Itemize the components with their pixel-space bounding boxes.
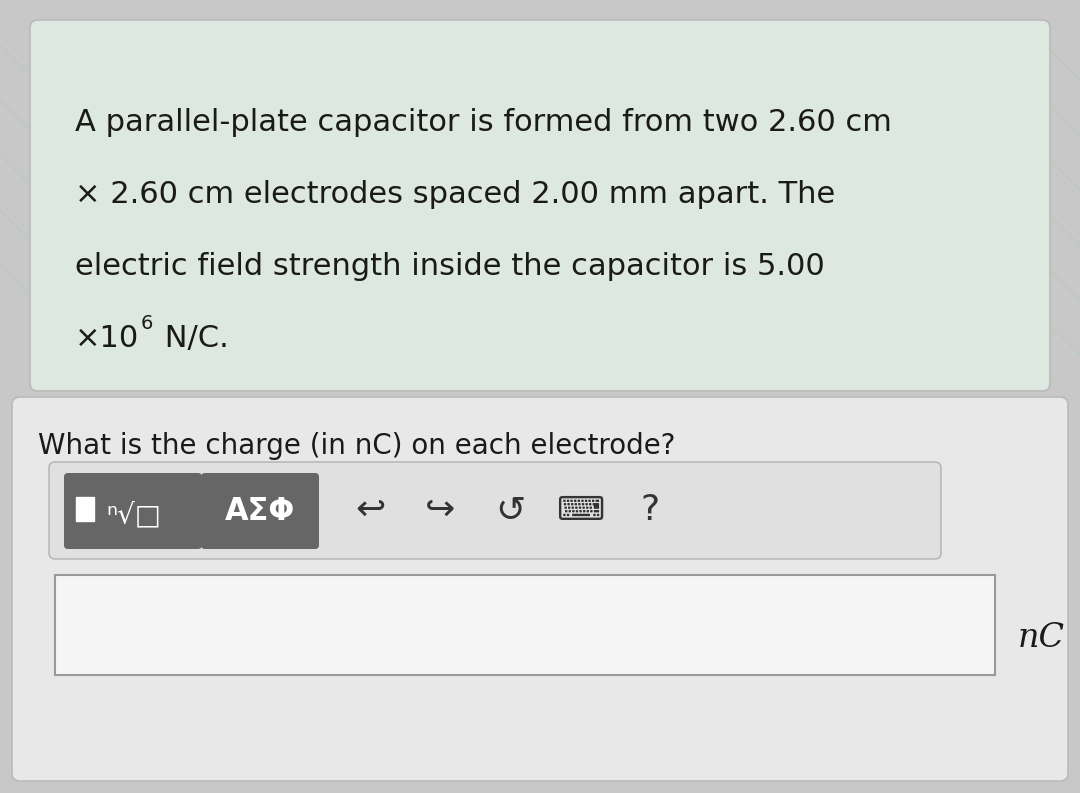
Bar <box>76 497 94 521</box>
Text: ⁿ√□: ⁿ√□ <box>106 501 161 529</box>
Text: nC: nC <box>1018 622 1065 654</box>
FancyBboxPatch shape <box>55 575 995 675</box>
Text: N/C.: N/C. <box>156 324 229 353</box>
Text: ×10: ×10 <box>75 324 139 353</box>
Text: ↺: ↺ <box>495 493 525 527</box>
FancyBboxPatch shape <box>201 473 319 549</box>
Text: What is the charge (in nC) on each electrode?: What is the charge (in nC) on each elect… <box>38 432 675 460</box>
Text: 6: 6 <box>141 314 153 333</box>
Text: electric field strength inside the capacitor is 5.00: electric field strength inside the capac… <box>75 252 825 281</box>
FancyBboxPatch shape <box>64 473 202 549</box>
Text: A parallel-plate capacitor is formed from two 2.60 cm: A parallel-plate capacitor is formed fro… <box>75 108 892 137</box>
FancyBboxPatch shape <box>12 397 1068 781</box>
Text: ↩: ↩ <box>355 493 386 527</box>
Text: ΑΣΦ: ΑΣΦ <box>225 496 295 526</box>
FancyBboxPatch shape <box>30 20 1050 391</box>
FancyBboxPatch shape <box>49 462 941 559</box>
Text: × 2.60 cm electrodes spaced 2.00 mm apart. The: × 2.60 cm electrodes spaced 2.00 mm apar… <box>75 180 835 209</box>
Text: ⌨: ⌨ <box>556 493 604 527</box>
Text: ?: ? <box>640 493 660 527</box>
Text: ↪: ↪ <box>424 493 455 527</box>
